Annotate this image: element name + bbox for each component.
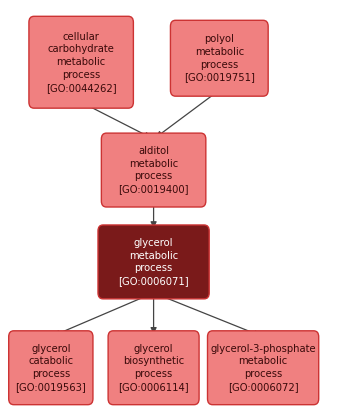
Text: glycerol-3-phosphate
metabolic
process
[GO:0006072]: glycerol-3-phosphate metabolic process [… — [210, 344, 316, 392]
Text: glycerol
catabolic
process
[GO:0019563]: glycerol catabolic process [GO:0019563] — [15, 344, 86, 392]
FancyBboxPatch shape — [108, 331, 199, 405]
Text: glycerol
biosynthetic
process
[GO:0006114]: glycerol biosynthetic process [GO:000611… — [118, 344, 189, 392]
FancyBboxPatch shape — [207, 331, 319, 405]
Text: polyol
metabolic
process
[GO:0019751]: polyol metabolic process [GO:0019751] — [184, 34, 255, 82]
FancyBboxPatch shape — [98, 225, 209, 299]
Text: alditol
metabolic
process
[GO:0019400]: alditol metabolic process [GO:0019400] — [118, 146, 189, 194]
Text: glycerol
metabolic
process
[GO:0006071]: glycerol metabolic process [GO:0006071] — [118, 238, 189, 286]
FancyBboxPatch shape — [9, 331, 93, 405]
FancyBboxPatch shape — [29, 16, 133, 108]
FancyBboxPatch shape — [171, 20, 268, 96]
FancyBboxPatch shape — [101, 133, 206, 207]
Text: cellular
carbohydrate
metabolic
process
[GO:0044262]: cellular carbohydrate metabolic process … — [46, 32, 117, 93]
